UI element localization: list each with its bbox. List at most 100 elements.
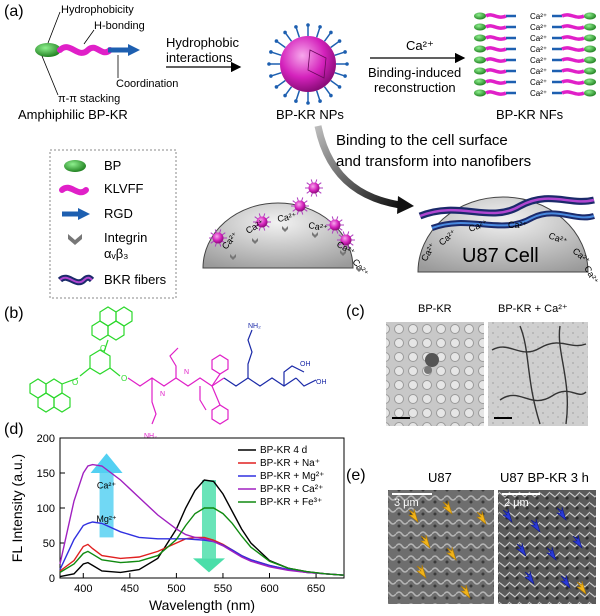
label-amphiphilic: Amphiphilic BP-KR xyxy=(18,107,128,122)
blue-arrow-icon xyxy=(516,542,527,557)
nf-ca-label: Ca²⁺ xyxy=(530,89,547,98)
svg-text:N: N xyxy=(184,369,189,376)
legend-entry: BP-KR + Fe³⁺ xyxy=(260,497,322,508)
legend-integrin-icon xyxy=(68,234,82,245)
tem-fibers xyxy=(491,325,587,425)
label-coordination: Coordination xyxy=(116,78,178,90)
legend-entry: BP-KR + Mg²⁺ xyxy=(260,471,324,482)
legend-box xyxy=(49,149,177,299)
nf-ca-label: Ca²⁺ xyxy=(530,56,547,65)
yellow-arrow-icon xyxy=(416,564,427,579)
blue-arrow-icon xyxy=(524,570,535,585)
panel-label-a: (a) xyxy=(4,3,24,20)
sem-left-title: U87 xyxy=(428,470,452,485)
series-line xyxy=(59,463,345,576)
yellow-arrow-icon xyxy=(446,546,457,561)
svg-text:N: N xyxy=(160,391,165,398)
down-arrow-head xyxy=(192,558,225,573)
legend-bp: BP xyxy=(104,158,121,173)
molecular-structure: O O O NH₂ N N NH₂ OH OH xyxy=(29,306,327,440)
nf-ca-label: Ca²⁺ xyxy=(530,34,547,43)
series-line xyxy=(59,521,345,576)
yellow-arrow-icon xyxy=(576,580,587,595)
up-arrow-label: Ca²⁺ xyxy=(97,480,117,490)
tem-image-right xyxy=(488,322,588,426)
legend-rgd-icon xyxy=(62,208,90,220)
nf-ca-label: Ca²⁺ xyxy=(530,12,547,21)
cell-right: Ca²⁺Ca²⁺Ca²⁺ Ca²⁺Ca²⁺Ca²⁺Ca²⁺ xyxy=(417,195,600,286)
svg-text:OH: OH xyxy=(300,361,311,368)
legend-integrin-subtype: αᵥβ₃ xyxy=(104,246,128,261)
cell-ca-label: Ca²⁺ xyxy=(508,220,528,230)
tem-image-left xyxy=(386,322,484,426)
svg-text:NH₂: NH₂ xyxy=(144,433,157,440)
x-axis-label: Wavelength (nm) xyxy=(149,597,255,613)
svg-text:O: O xyxy=(72,378,78,387)
np-dot xyxy=(212,232,224,244)
nf-ca-label: Ca²⁺ xyxy=(530,78,547,87)
label-h-bonding: H-bonding xyxy=(94,20,145,32)
y-tick-label: 50 xyxy=(43,538,55,550)
np-dot xyxy=(294,200,306,212)
x-tick-label: 450 xyxy=(121,583,139,595)
legend-klvff: KLVFF xyxy=(104,181,144,196)
x-tick-label: 550 xyxy=(214,583,232,595)
nf-ca-label: Ca²⁺ xyxy=(530,67,547,76)
legend-bp-icon xyxy=(64,160,86,172)
legend-integrin: Integrin xyxy=(104,230,147,245)
up-arrow-head xyxy=(90,453,123,473)
sem-arrows xyxy=(408,500,587,599)
y-tick-label: 150 xyxy=(37,468,55,480)
up-arrow-shaft xyxy=(99,473,114,538)
cell-ca-label: Ca²⁺ xyxy=(308,220,329,233)
step2-line1: Binding-induced xyxy=(368,65,461,80)
amphiphilic-molecule-icon xyxy=(35,43,140,57)
x-tick-label: 500 xyxy=(167,583,185,595)
sem-scale-left: 3 μm xyxy=(394,497,419,509)
fluorescence-chart: 400 450 500 550 600 650 0 50 100 150 200 Wavelength… xyxy=(9,433,345,613)
sem-right-title: U87 BP-KR 3 h xyxy=(500,470,589,485)
y-tick-label: 100 xyxy=(37,503,55,515)
sem-image-left xyxy=(388,490,494,604)
step1-line1: Hydrophobic xyxy=(166,35,239,50)
binding-line2: and transform into nanofibers xyxy=(336,153,531,170)
blue-arrow-icon xyxy=(556,506,567,521)
cell-label: U87 Cell xyxy=(462,245,539,267)
sem-scale-right: 2 μm xyxy=(504,497,529,509)
yellow-arrow-icon xyxy=(476,510,487,525)
cell-ca-label: Ca²⁺ xyxy=(277,211,298,224)
y-axis-label: FL Intensity (a.u.) xyxy=(9,454,25,562)
yellow-arrow-icon xyxy=(420,534,431,549)
x-tick-label: 600 xyxy=(260,583,278,595)
panel-label-e: (e) xyxy=(346,467,366,484)
tem-aggregate xyxy=(424,353,439,374)
svg-text:O: O xyxy=(100,344,106,353)
legend-fibers-icon xyxy=(57,274,95,286)
np-dot xyxy=(329,219,341,231)
blue-arrow-icon xyxy=(546,546,557,561)
panel-label-b: (b) xyxy=(4,305,24,322)
legend-entry: BP-KR + Ca²⁺ xyxy=(260,484,323,495)
yellow-arrow-icon xyxy=(408,508,419,523)
nanoparticle-icon xyxy=(267,23,349,105)
transform-arrow-head xyxy=(397,196,414,214)
tem-right-title: BP-KR + Ca²⁺ xyxy=(498,303,568,315)
label-pi-stacking: π-π stacking xyxy=(58,93,120,105)
y-tick-label: 200 xyxy=(37,433,55,445)
np-dot xyxy=(256,216,268,228)
np-dot xyxy=(308,182,320,194)
cell-left: Ca²⁺Ca²⁺Ca²⁺Ca²⁺Ca²⁺Ca²⁺ xyxy=(202,179,371,278)
nanofiber-icon: Ca²⁺ Ca²⁺ Ca²⁺ Ca²⁺ Ca²⁺ Ca²⁺ Ca²⁺ Ca²⁺ xyxy=(474,12,596,98)
legend-entry: BP-KR 4 d xyxy=(260,445,307,456)
legend-fibers: BKR fibers xyxy=(104,272,167,287)
panel-label-d: (d) xyxy=(4,421,24,438)
svg-text:O: O xyxy=(121,374,127,383)
legend-rgd: RGD xyxy=(104,206,133,221)
legend-klvff-icon xyxy=(59,184,89,196)
np-dot xyxy=(340,234,352,246)
step2-line2: reconstruction xyxy=(374,80,456,95)
yellow-arrow-icon xyxy=(442,500,453,515)
down-arrow-shaft xyxy=(201,480,216,559)
